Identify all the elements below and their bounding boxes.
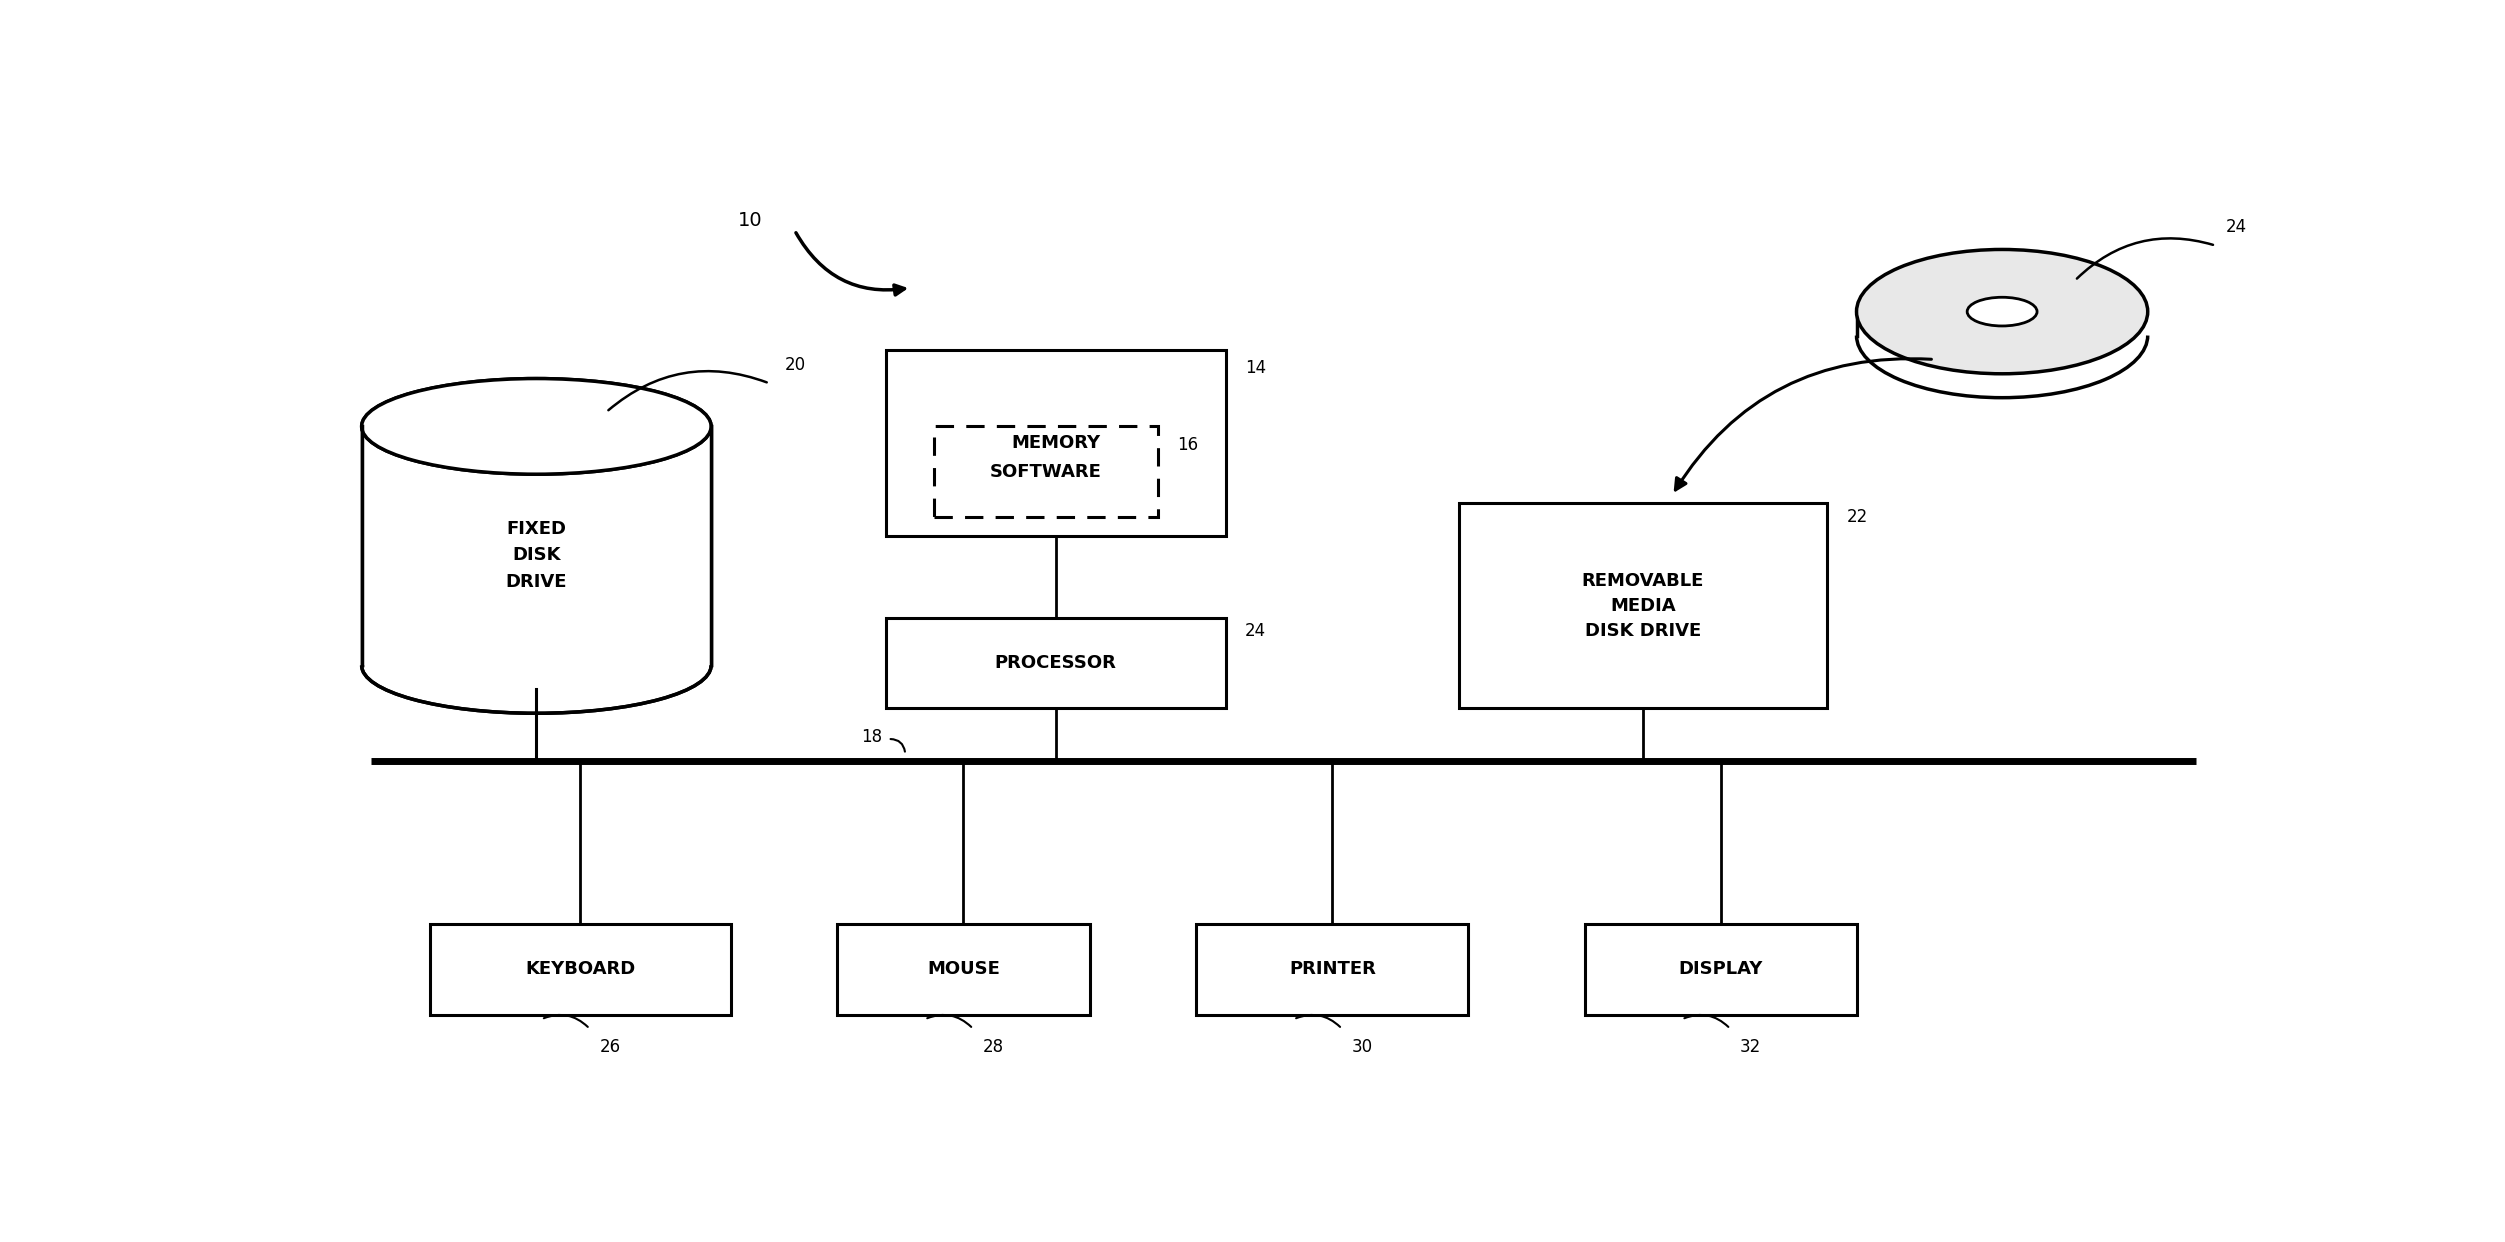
Bar xyxy=(1586,924,1856,1015)
Text: REMOVABLE
MEDIA
DISK DRIVE: REMOVABLE MEDIA DISK DRIVE xyxy=(1581,571,1703,640)
Ellipse shape xyxy=(361,379,711,474)
Text: 28: 28 xyxy=(982,1038,1005,1057)
Text: KEYBOARD: KEYBOARD xyxy=(526,960,636,979)
Bar xyxy=(431,924,731,1015)
Bar xyxy=(1197,924,1468,1015)
Text: MOUSE: MOUSE xyxy=(927,960,999,979)
Text: PROCESSOR: PROCESSOR xyxy=(994,655,1117,672)
Text: 14: 14 xyxy=(1245,359,1265,378)
Text: PRINTER: PRINTER xyxy=(1290,960,1375,979)
Text: DISPLAY: DISPLAY xyxy=(1678,960,1764,979)
Text: FIXED
DISK
DRIVE: FIXED DISK DRIVE xyxy=(506,520,566,591)
Text: 32: 32 xyxy=(1741,1038,1761,1057)
Bar xyxy=(934,426,1157,517)
Text: 20: 20 xyxy=(784,355,807,374)
Text: 24: 24 xyxy=(1245,622,1265,641)
Bar xyxy=(887,617,1225,708)
Text: SOFTWARE: SOFTWARE xyxy=(989,463,1102,481)
Text: MEMORY: MEMORY xyxy=(1012,435,1100,452)
Text: 24: 24 xyxy=(2224,219,2247,236)
Text: 16: 16 xyxy=(1177,436,1197,453)
Text: 18: 18 xyxy=(862,728,882,746)
Text: 10: 10 xyxy=(736,211,762,230)
Bar xyxy=(361,426,711,666)
Text: 26: 26 xyxy=(599,1038,621,1057)
Bar xyxy=(837,924,1090,1015)
Text: 22: 22 xyxy=(1846,508,1869,525)
Bar xyxy=(1458,503,1826,708)
Text: 30: 30 xyxy=(1353,1038,1373,1057)
Ellipse shape xyxy=(361,379,711,474)
Ellipse shape xyxy=(1966,297,2037,325)
Bar xyxy=(887,350,1225,537)
Ellipse shape xyxy=(1856,250,2147,374)
